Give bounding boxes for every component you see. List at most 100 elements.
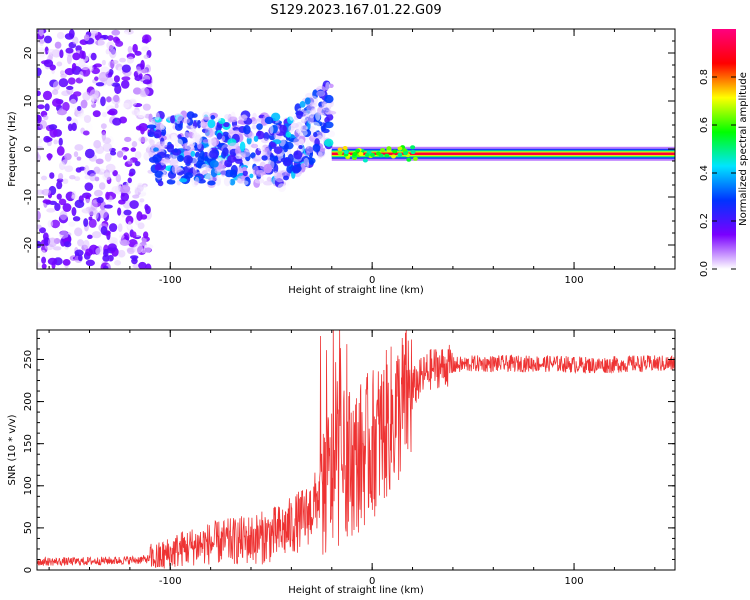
heatmap-cell (156, 141, 166, 147)
snr-x-label: Height of straight line (km) (288, 585, 424, 596)
heatmap-cell (278, 137, 286, 147)
heatmap-cell (113, 94, 120, 103)
heatmap-cell (136, 211, 143, 221)
heatmap-cell (228, 129, 234, 135)
heatmap-cell (37, 240, 42, 249)
heatmap-cell (216, 132, 223, 140)
heatmap-cell (162, 157, 171, 162)
heatmap-cell (59, 210, 68, 221)
heatmap-cell (215, 117, 222, 122)
heatmap-cell (74, 176, 81, 182)
heatmap-cell (235, 153, 242, 160)
heatmap-cell (109, 48, 117, 59)
heatmap-cell (83, 198, 92, 205)
heatmap-cell (122, 102, 130, 109)
heatmap-cell (82, 208, 89, 214)
heatmap-cell (261, 155, 268, 161)
x-tick-label: 0 (369, 275, 375, 286)
heatmap-cell (37, 153, 41, 163)
heatmap-cell (142, 184, 148, 193)
heatmap-cell (71, 190, 77, 199)
heatmap-cell (139, 87, 150, 96)
snr-panel: -100 0 100 0 50 100 150 200 250 Height of straig… (7, 329, 676, 596)
heatmap-cell (111, 82, 121, 87)
colorbar-label: Normalized spectral amplitude (738, 72, 749, 226)
heatmap-cell (42, 199, 52, 204)
heatmap-cell (154, 129, 162, 139)
heatmap-cell (95, 247, 104, 256)
y-tick-label: 0 (23, 567, 34, 573)
heatmap-cell (83, 115, 92, 124)
heatmap-cell (221, 135, 226, 142)
heatmap-cell (127, 158, 133, 165)
heatmap-cell (209, 149, 219, 159)
heatmap-cell (120, 184, 131, 194)
heatmap-cell (131, 231, 137, 239)
heatmap-cell (302, 112, 310, 118)
heatmap-cell (270, 142, 276, 148)
heatmap-cell (38, 138, 43, 143)
heatmap-cell (326, 102, 331, 108)
heatmap-cell (54, 41, 62, 49)
heatmap-cell (187, 131, 193, 138)
heatmap-cell (312, 143, 321, 152)
heatmap-cell (39, 227, 47, 234)
heatmap-cell (299, 101, 306, 108)
heatmap-cell (101, 59, 106, 66)
heatmap-cell (129, 200, 139, 209)
heatmap-cell (343, 150, 349, 155)
heatmap-cell (76, 105, 82, 112)
heatmap-cell (83, 218, 89, 227)
heatmap-cell (64, 165, 74, 173)
heatmap-cell (66, 116, 72, 122)
heatmap-cell (313, 131, 318, 138)
heatmap-cell (134, 151, 142, 159)
heatmap-cell (102, 172, 112, 181)
heatmap-cell (41, 256, 47, 264)
heatmap-cell (297, 129, 308, 137)
heatmap-cell (62, 203, 72, 212)
heatmap-cell (115, 174, 122, 183)
heatmap-x-label: Height of straight line (km) (288, 285, 424, 296)
heatmap-cell (83, 239, 90, 250)
heatmap-cell (44, 103, 50, 112)
heatmap-cell (280, 157, 289, 163)
heatmap-cell (79, 50, 85, 59)
heatmap-cell (132, 256, 138, 262)
heatmap-cell (153, 147, 159, 152)
heatmap-cell (310, 107, 317, 115)
heatmap-cell (194, 176, 200, 186)
heatmap-cell (117, 249, 126, 258)
heatmap-cell (263, 163, 273, 174)
heatmap-cell (117, 181, 122, 192)
heatmap-cell (149, 127, 155, 135)
heatmap-cell (243, 124, 251, 135)
heatmap-cell (83, 34, 90, 41)
heatmap-cell (342, 146, 348, 151)
heatmap-cell (63, 241, 72, 248)
heatmap-cell (257, 145, 264, 152)
heatmap-cell (337, 147, 343, 152)
heatmap-cell (98, 182, 106, 190)
heatmap-cell (37, 90, 41, 97)
heatmap-cell (59, 230, 69, 239)
heatmap-cell (190, 150, 196, 157)
heatmap-cell (40, 175, 48, 181)
y-tick-label: 150 (23, 434, 34, 453)
heatmap-cell (126, 247, 135, 255)
heatmap-cell (122, 31, 129, 38)
snr-frame (36, 329, 676, 571)
heatmap-cell (202, 139, 210, 144)
heatmap-cell (126, 180, 134, 187)
heatmap-cell (78, 71, 84, 80)
heatmap-cell (107, 243, 117, 252)
heatmap-cell (104, 152, 112, 162)
heatmap-cell (56, 61, 63, 67)
heatmap-cell (47, 153, 52, 161)
heatmap-cell (273, 146, 283, 154)
heatmap-cell (160, 160, 166, 166)
y-tick-label: 50 (23, 522, 34, 535)
x-tick-label: 100 (565, 576, 584, 587)
heatmap-cell (132, 87, 142, 95)
